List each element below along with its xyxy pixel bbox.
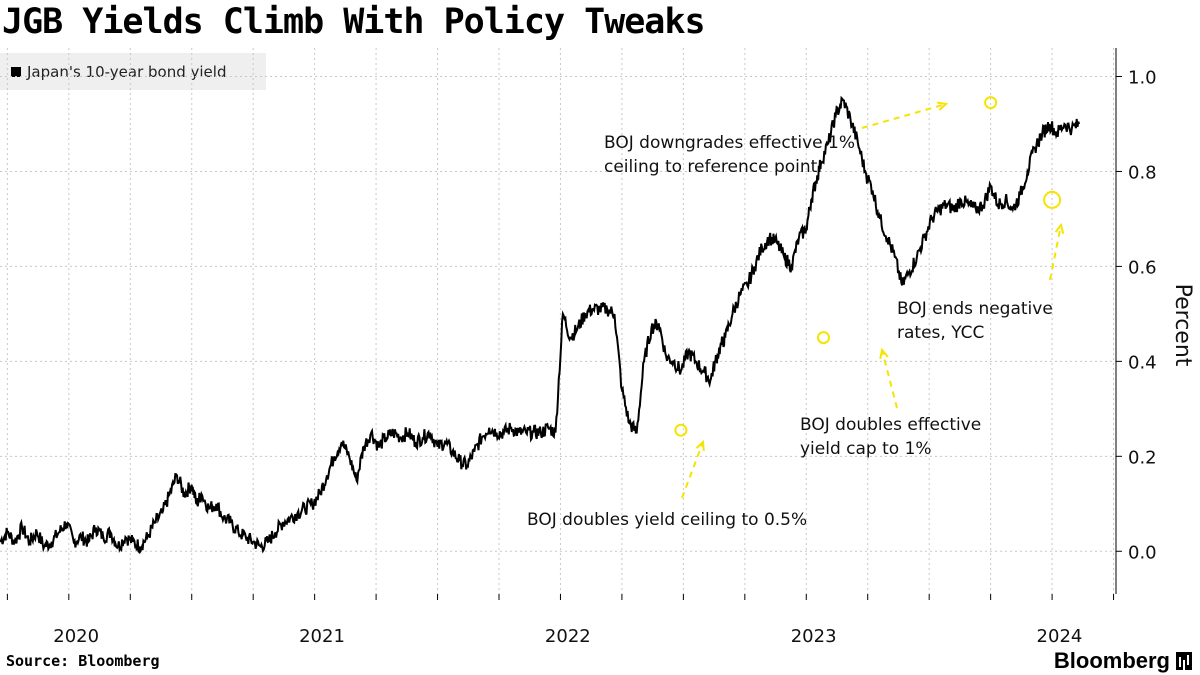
x-tick-label: 2021 xyxy=(299,626,345,647)
legend: Japan's 10-year bond yield xyxy=(0,53,266,90)
annotation-marker xyxy=(984,96,998,110)
annotation-line: rates, YCC xyxy=(897,323,984,343)
axes xyxy=(6,48,1122,600)
y-axis-label: Percent xyxy=(1170,284,1195,367)
grid-lines xyxy=(0,48,1116,594)
chart-title: JGB Yields Climb With Policy Tweaks xyxy=(2,2,706,42)
annotation-line: BOJ doubles yield ceiling to 0.5% xyxy=(527,510,807,530)
x-tick-label: 2020 xyxy=(53,626,99,647)
y-tick-label: 0.6 xyxy=(1128,257,1157,278)
annotation-marker xyxy=(816,331,830,345)
annotation-arrowhead xyxy=(1054,222,1065,234)
annotation-line: yield cap to 1% xyxy=(800,439,932,459)
annotation-arrowhead xyxy=(695,439,705,452)
y-tick-label: 0.2 xyxy=(1128,447,1157,468)
annotation-label: BOJ doubles effective yield cap to 1% xyxy=(800,415,981,459)
annotation-line: BOJ doubles effective xyxy=(800,415,981,435)
terminal-icon xyxy=(1176,652,1192,670)
brand-logo: Bloomberg xyxy=(1054,648,1192,674)
annotation-arrow xyxy=(881,349,898,409)
y-tick-label: 0.4 xyxy=(1128,352,1157,373)
annotation-label: BOJ downgrades effective 1% ceiling to re… xyxy=(604,133,855,177)
legend-swatch xyxy=(11,66,21,77)
annotation-label: BOJ ends negative rates, YCC xyxy=(897,299,1053,343)
annotation-marker xyxy=(674,423,688,437)
x-tick-label: 2024 xyxy=(1037,626,1083,647)
annotation-arrow xyxy=(861,103,947,129)
x-tick-label: 2022 xyxy=(545,626,591,647)
annotation-arrow xyxy=(1049,224,1062,281)
annotation-marker xyxy=(1043,190,1062,209)
annotation-line: BOJ downgrades effective 1% xyxy=(604,133,855,153)
x-tick-label: 2023 xyxy=(791,626,837,647)
annotation-arrowhead xyxy=(936,101,949,111)
annotation-arrowhead xyxy=(879,347,889,360)
y-tick-label: 1.0 xyxy=(1128,67,1157,88)
annotation-line: BOJ ends negative xyxy=(897,299,1053,319)
yield-series-line xyxy=(0,95,1081,555)
annotation-label: BOJ doubles yield ceiling to 0.5% xyxy=(527,510,807,530)
source-note: Source: Bloomberg xyxy=(6,652,160,670)
y-tick-label: 0.0 xyxy=(1128,542,1157,563)
tick-labels: 0.0 0.2 0.4 0.6 0.8 1.0 2020 2021 2022 2023 2024 xyxy=(53,67,1156,647)
brand-name: Bloomberg xyxy=(1053,648,1170,673)
annotations: BOJ doubles yield ceiling to 0.5% BOJ dou… xyxy=(527,96,1065,530)
y-tick-label: 0.8 xyxy=(1128,162,1157,183)
annotation-line: ceiling to reference point xyxy=(604,157,818,177)
annotation-arrow xyxy=(681,441,704,499)
